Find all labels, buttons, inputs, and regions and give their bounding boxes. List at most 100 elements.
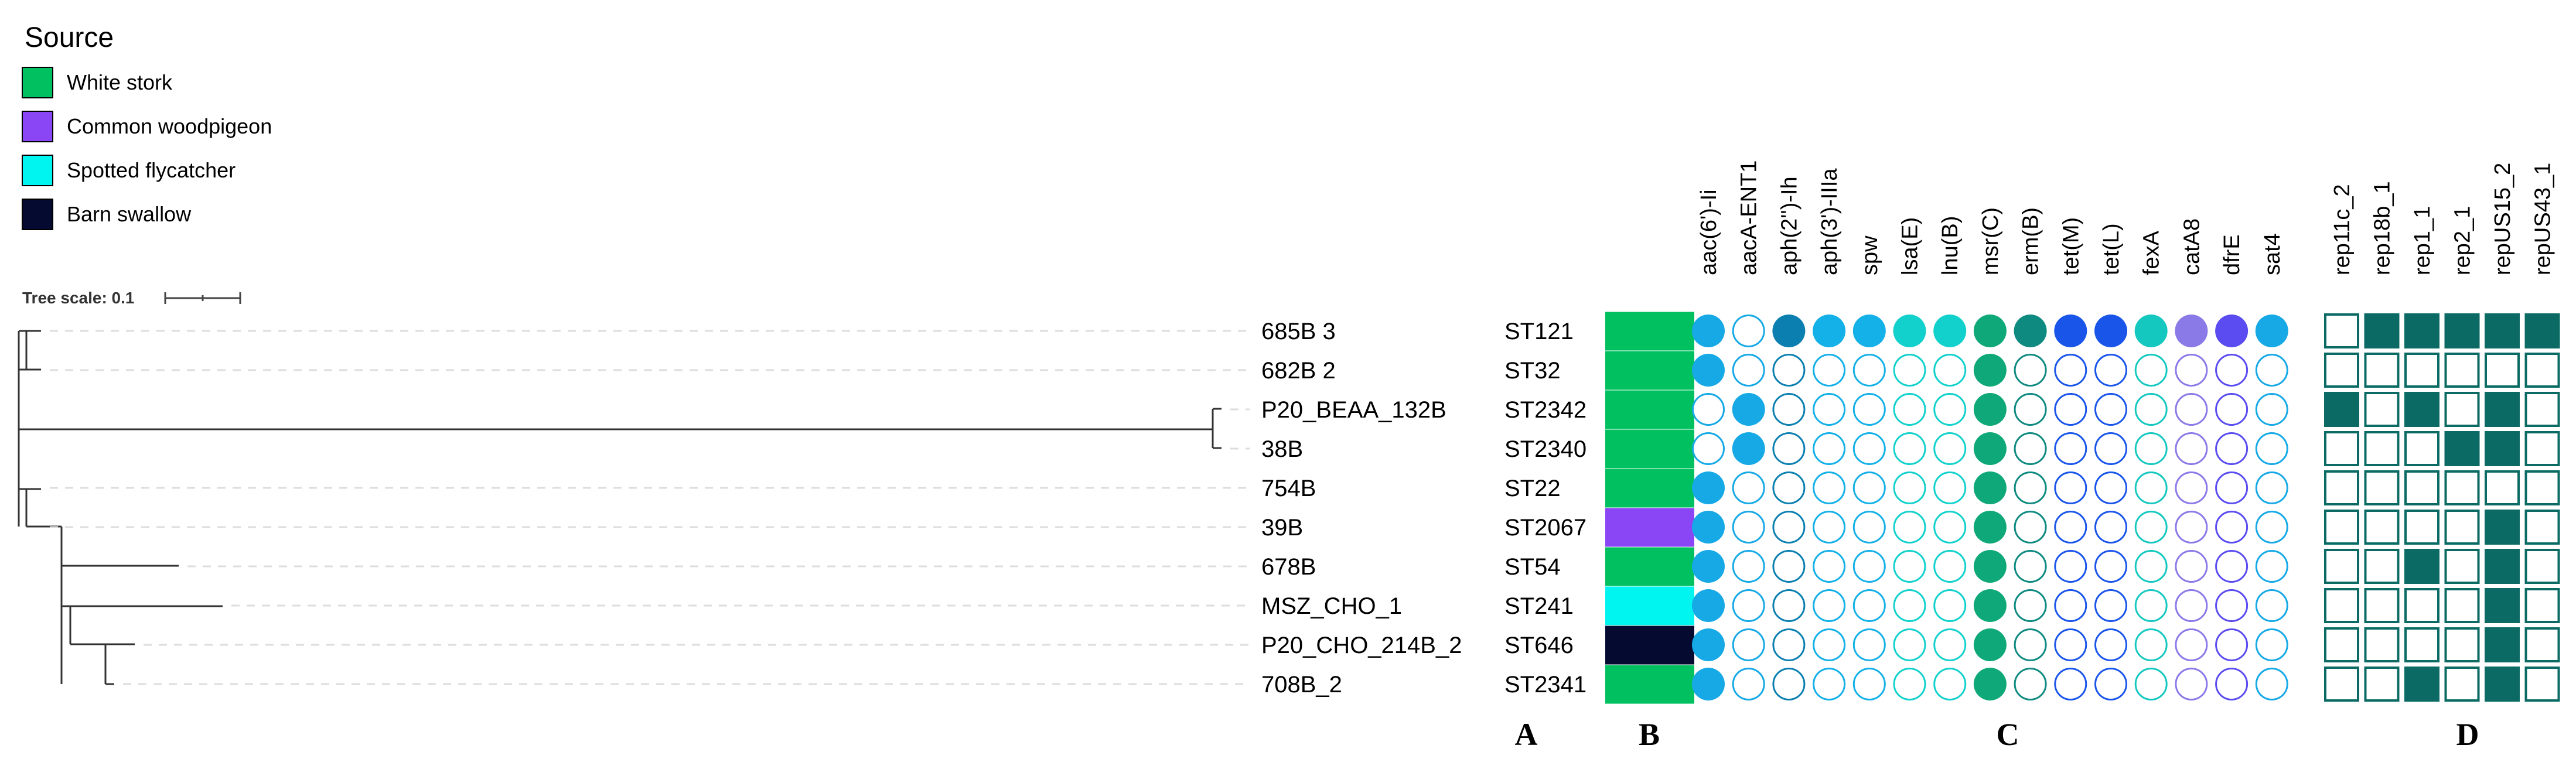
gene-header: erm(B) bbox=[2019, 207, 2043, 275]
plasmid-rep11c-2-present bbox=[2324, 392, 2359, 427]
sample-row: MSZ_CHO_1 ST241 bbox=[231, 586, 2560, 626]
source-strip-white-stork bbox=[1605, 351, 1694, 390]
plasmid-rep2-1-absent bbox=[2444, 510, 2480, 545]
gene-aac-6-ii-present bbox=[1692, 511, 1725, 544]
gene-aaca-ent1-present bbox=[1732, 432, 1765, 465]
gene-aac-6-ii-present bbox=[1692, 668, 1725, 700]
gene-header: tet(M) bbox=[2059, 217, 2083, 275]
st-label: ST2341 bbox=[1504, 672, 1586, 698]
gene-aph-2-ih-absent bbox=[1772, 668, 1806, 700]
legend-swatch-barn-swallow bbox=[22, 199, 53, 230]
gene-dfre-present bbox=[2215, 315, 2249, 347]
st-label: ST2067 bbox=[1504, 515, 1586, 541]
legend-item-white-stork: White stork bbox=[22, 67, 173, 98]
tree-scale: Tree scale: 0.1 bbox=[22, 289, 241, 307]
plasmid-rep1-1-present bbox=[2404, 392, 2439, 427]
gene-lsa-e-present bbox=[1893, 315, 1926, 347]
plasmid-rep18b-1-absent bbox=[2364, 667, 2400, 702]
plasmid-repus43-1-absent bbox=[2524, 667, 2560, 702]
gene-aaca-ent1-absent bbox=[1732, 668, 1765, 700]
gene-aaca-ent1-absent bbox=[1732, 511, 1765, 544]
legend-item-spotted-flycatcher: Spotted flycatcher bbox=[22, 155, 236, 186]
plasmid-repus43-1-absent bbox=[2524, 431, 2560, 466]
gene-spw-absent bbox=[1852, 393, 1886, 426]
gene-aac-6-ii-absent bbox=[1692, 432, 1725, 465]
plasmid-header: rep2_1 bbox=[2451, 206, 2475, 275]
gene-erm-b-absent bbox=[2014, 550, 2047, 583]
source-strip-white-stork bbox=[1605, 547, 1694, 586]
gene-header: aph(3')-IIIa bbox=[1817, 168, 1842, 275]
gene-tet-l-absent bbox=[2094, 393, 2127, 426]
gene-aaca-ent1-absent bbox=[1732, 550, 1765, 583]
plasmid-repus15-2-present bbox=[2485, 549, 2520, 584]
gene-spw-absent bbox=[1852, 511, 1886, 544]
gene-aph-2-ih-present bbox=[1772, 315, 1806, 347]
gene-msr-c-present bbox=[1973, 354, 2007, 387]
gene-msr-c-present bbox=[1973, 511, 2007, 544]
gene-aph-2-ih-absent bbox=[1772, 354, 1806, 387]
panel-label-d: D bbox=[2456, 717, 2479, 752]
gene-aac-6-ii-present bbox=[1692, 589, 1725, 622]
tip-label: 38B bbox=[1261, 436, 1303, 462]
gene-lnu-b-absent bbox=[1933, 393, 1967, 426]
gene-tet-l-absent bbox=[2094, 354, 2127, 387]
plasmid-repus15-2-present bbox=[2485, 392, 2520, 427]
gene-tet-l-absent bbox=[2094, 550, 2127, 583]
plasmid-repus15-2-present bbox=[2485, 510, 2520, 545]
plasmid-rep1-1-present bbox=[2404, 313, 2439, 348]
tip-label: 682B 2 bbox=[1261, 358, 1336, 384]
gene-cata8-present bbox=[2175, 315, 2208, 347]
st-label: ST2342 bbox=[1504, 397, 1586, 423]
plasmid-rep11c-2-absent bbox=[2324, 313, 2359, 348]
gene-aph-3-iiia-absent bbox=[1813, 628, 1846, 661]
gene-aph-2-ih-absent bbox=[1772, 393, 1806, 426]
legend-swatch-common-woodpigeon bbox=[22, 111, 53, 142]
gene-aaca-ent1-absent bbox=[1732, 628, 1765, 661]
gene-sat4-absent bbox=[2255, 589, 2288, 622]
gene-spw-absent bbox=[1852, 432, 1886, 465]
gene-tet-m-absent bbox=[2054, 668, 2087, 700]
plasmid-rep1-1-present bbox=[2404, 549, 2439, 584]
gene-dfre-absent bbox=[2215, 628, 2249, 661]
gene-dfre-absent bbox=[2215, 354, 2249, 387]
legend-item-barn-swallow: Barn swallow bbox=[22, 199, 192, 230]
gene-lnu-b-absent bbox=[1933, 589, 1967, 622]
gene-msr-c-present bbox=[1973, 668, 2007, 700]
gene-msr-c-present bbox=[1973, 315, 2007, 347]
gene-lsa-e-absent bbox=[1893, 589, 1926, 622]
gene-aph-3-iiia-absent bbox=[1813, 550, 1846, 583]
gene-aph-3-iiia-absent bbox=[1813, 471, 1846, 504]
gene-lsa-e-absent bbox=[1893, 668, 1926, 700]
plasmid-rep11c-2-absent bbox=[2324, 353, 2359, 388]
gene-fexa-absent bbox=[2134, 550, 2168, 583]
gene-header: lnu(B) bbox=[1938, 216, 1963, 275]
gene-spw-absent bbox=[1852, 628, 1886, 661]
gene-spw-absent bbox=[1852, 471, 1886, 504]
plasmid-header: rep1_1 bbox=[2410, 206, 2435, 275]
tip-label: 39B bbox=[1261, 515, 1303, 541]
gene-aaca-ent1-absent bbox=[1732, 354, 1765, 387]
gene-cata8-absent bbox=[2175, 628, 2208, 661]
source-strip-barn-swallow bbox=[1605, 626, 1694, 665]
plasmid-repus43-1-absent bbox=[2524, 588, 2560, 623]
gene-aph-3-iiia-absent bbox=[1813, 589, 1846, 622]
gene-dfre-absent bbox=[2215, 471, 2249, 504]
gene-lnu-b-absent bbox=[1933, 354, 1967, 387]
gene-sat4-absent bbox=[2255, 628, 2288, 661]
gene-aph-2-ih-absent bbox=[1772, 511, 1806, 544]
legend-label: White stork bbox=[67, 70, 173, 94]
plasmid-repus43-1-absent bbox=[2524, 392, 2560, 427]
gene-aaca-ent1-present bbox=[1732, 393, 1765, 426]
gene-header: aac(6')-Ii bbox=[1697, 189, 1721, 275]
gene-tet-m-absent bbox=[2054, 471, 2087, 504]
gene-aph-3-iiia-absent bbox=[1813, 393, 1846, 426]
gene-msr-c-present bbox=[1973, 628, 2007, 661]
sample-row: 39B ST2067 bbox=[50, 508, 2560, 547]
sample-row: 708B_2 ST2341 bbox=[123, 665, 2560, 704]
plasmid-repus15-2-present bbox=[2485, 667, 2520, 702]
gene-dfre-absent bbox=[2215, 393, 2249, 426]
legend-label: Spotted flycatcher bbox=[67, 158, 236, 182]
gene-tet-m-absent bbox=[2054, 628, 2087, 661]
gene-lnu-b-absent bbox=[1933, 550, 1967, 583]
